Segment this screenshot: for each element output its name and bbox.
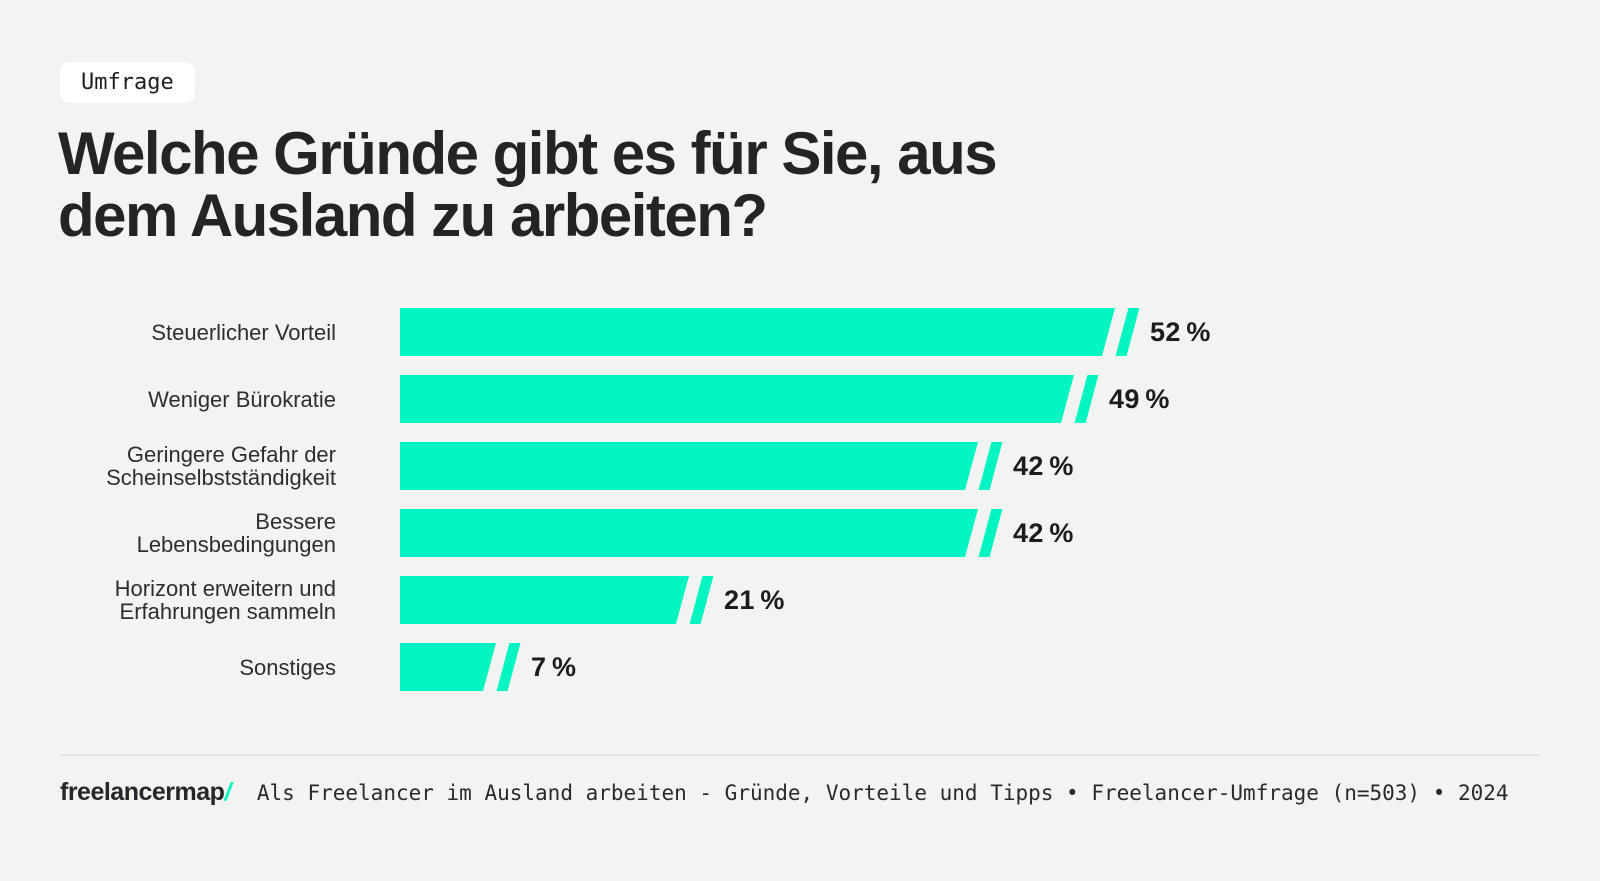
chart-row: Weniger Bürokratie 49 % bbox=[0, 375, 1600, 423]
source-text: Als Freelancer im Ausland arbeiten - Grü… bbox=[256, 780, 1509, 805]
bar bbox=[400, 375, 1074, 423]
bar-value: 7 % bbox=[531, 651, 577, 682]
page-title: Welche Gründe gibt es für Sie, aus dem A… bbox=[58, 123, 1600, 247]
bar-group: 7 % bbox=[400, 643, 576, 691]
bar-group: 52 % bbox=[400, 308, 1211, 356]
title-line-1: Welche Gründe gibt es für Sie, aus bbox=[58, 120, 998, 187]
badge-label: Umfrage bbox=[81, 70, 174, 95]
bar-value: 42 % bbox=[1013, 517, 1074, 548]
bar bbox=[400, 442, 978, 490]
bar-value: 52 % bbox=[1150, 316, 1211, 347]
footer-divider bbox=[60, 754, 1540, 756]
bar-chart: Steuerlicher Vorteil 52 % Weniger Bürokr… bbox=[0, 308, 1600, 691]
bar-slash-icon bbox=[689, 576, 714, 624]
freelancermap-logo: freelancermap/ bbox=[60, 778, 231, 807]
bar-slash-icon bbox=[978, 509, 1003, 557]
bar bbox=[400, 509, 978, 557]
chart-row: Steuerlicher Vorteil 52 % bbox=[0, 308, 1600, 356]
bar-slash-icon bbox=[496, 643, 521, 691]
bar-slash-icon bbox=[978, 442, 1003, 490]
bar bbox=[400, 576, 689, 624]
logo-text: freelancermap bbox=[60, 778, 225, 806]
row-label: Geringere Gefahr der Scheinselbstständigk… bbox=[106, 442, 336, 490]
row-label: Bessere Lebensbedingungen bbox=[136, 509, 336, 557]
bar-group: 21 % bbox=[400, 576, 785, 624]
category-badge: Umfrage bbox=[60, 62, 195, 103]
row-label: Sonstiges bbox=[239, 654, 336, 680]
bar-group: 42 % bbox=[400, 442, 1074, 490]
logo-slash-icon: / bbox=[224, 778, 231, 806]
chart-row: Sonstiges 7 % bbox=[0, 643, 1600, 691]
bar bbox=[400, 643, 496, 691]
bar bbox=[400, 308, 1115, 356]
row-label: Horizont erweitern und Erfahrungen sammel… bbox=[114, 576, 336, 624]
bar-value: 21 % bbox=[724, 584, 785, 615]
bar-group: 42 % bbox=[400, 509, 1074, 557]
row-label: Weniger Bürokratie bbox=[148, 386, 336, 412]
bar-group: 49 % bbox=[400, 375, 1170, 423]
infographic-page: Umfrage Welche Gründe gibt es für Sie, a… bbox=[0, 62, 1600, 807]
chart-row: Geringere Gefahr der Scheinselbstständigk… bbox=[0, 442, 1600, 490]
title-line-2: dem Ausland zu arbeiten? bbox=[58, 182, 768, 249]
bar-slash-icon bbox=[1074, 375, 1099, 423]
bar-value: 49 % bbox=[1109, 383, 1170, 414]
chart-row: Horizont erweitern und Erfahrungen sammel… bbox=[0, 576, 1600, 624]
row-label: Steuerlicher Vorteil bbox=[151, 319, 336, 345]
bar-value: 42 % bbox=[1013, 450, 1074, 481]
chart-rows: Steuerlicher Vorteil 52 % Weniger Bürokr… bbox=[0, 308, 1600, 691]
footer: freelancermap/ Als Freelancer im Ausland… bbox=[60, 778, 1600, 807]
bar-slash-icon bbox=[1115, 308, 1140, 356]
chart-row: Bessere Lebensbedingungen 42 % bbox=[0, 509, 1600, 557]
